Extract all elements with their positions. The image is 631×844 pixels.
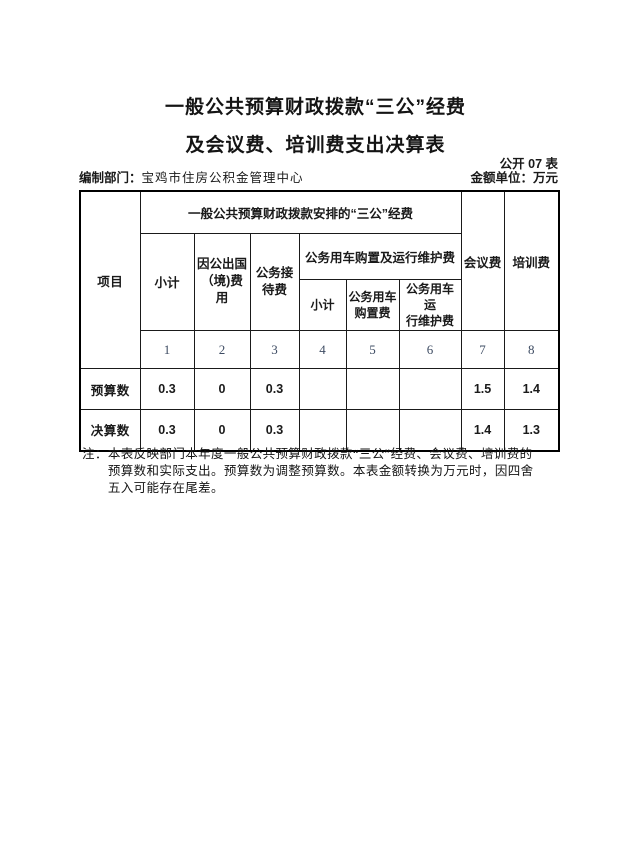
footnote-text: 本表反映部门本年度一般公共预算财政拨款“三公”经费、会议费、培训费的预算数和实际… <box>107 447 534 495</box>
meta-line: 编制部门：宝鸡市住房公积金管理中心 金额单位：万元 <box>79 167 558 186</box>
header-vehicle-subtotal: 小计 <box>298 278 347 332</box>
cell-value: 0.3 <box>249 368 300 411</box>
column-number-row: 1 2 3 4 5 6 7 8 <box>80 330 560 370</box>
col-number: 3 <box>249 330 300 370</box>
col-number: 4 <box>298 330 347 370</box>
row-label-final: 决算数 <box>79 409 141 452</box>
sangong-expense-table: 项目 一般公共预算财政拨款安排的“三公”经费 会议费 培训费 小计 因公出国 （… <box>79 190 561 452</box>
header-item: 项目 <box>79 190 141 370</box>
cell-value: 1.4 <box>503 368 560 411</box>
cell-value: 0.3 <box>139 368 195 411</box>
prepared-by: 编制部门：宝鸡市住房公积金管理中心 <box>79 167 304 186</box>
table-row-final: 决算数 0.3 0 0.3 1.4 1.3 <box>79 409 560 452</box>
header-training-fee: 培训费 <box>503 190 560 332</box>
cell-value: 1.3 <box>503 409 560 452</box>
row-label-budget: 预算数 <box>79 368 141 411</box>
header-subtotal: 小计 <box>139 232 195 332</box>
cell-value <box>298 409 347 452</box>
prepared-by-value: 宝鸡市住房公积金管理中心 <box>141 171 304 185</box>
cell-value: 1.5 <box>460 368 505 411</box>
col-number: 5 <box>345 330 400 370</box>
cell-value: 0 <box>193 368 251 411</box>
col-number: 2 <box>193 330 251 370</box>
table-code-label: 公开 07 表 <box>499 157 558 171</box>
col-number: 6 <box>398 330 462 370</box>
cell-value: 1.4 <box>460 409 505 452</box>
footnote-label: 注： <box>82 447 108 461</box>
cell-value: 0.3 <box>249 409 300 452</box>
cell-value <box>398 368 462 411</box>
col-number: 1 <box>139 330 195 370</box>
prepared-by-label: 编制部门： <box>79 171 142 185</box>
col-number: 8 <box>503 330 560 370</box>
header-reception-fee: 公务接 待费 <box>249 232 300 332</box>
amount-unit-label: 金额单位：万元 <box>470 171 558 185</box>
cell-value: 0 <box>193 409 251 452</box>
table-row-budget: 预算数 0.3 0 0.3 1.5 1.4 <box>79 368 560 411</box>
header-meeting-fee: 会议费 <box>460 190 505 332</box>
page-title-line1: 一般公共预算财政拨款“三公”经费 <box>164 97 466 118</box>
header-vehicle-purchase: 公务用车 购置费 <box>345 278 400 332</box>
cell-value <box>345 409 400 452</box>
page-title-line2: 及会议费、培训费支出决算表 <box>185 135 446 156</box>
header-sangong-group: 一般公共预算财政拨款安排的“三公”经费 <box>139 190 462 234</box>
footnote: 注： 本表反映部门本年度一般公共预算财政拨款“三公”经费、会议费、培训费的预算数… <box>82 446 534 497</box>
col-number: 7 <box>460 330 505 370</box>
cell-value: 0.3 <box>139 409 195 452</box>
header-vehicle-maintenance: 公务用车运 行维护费 <box>398 278 462 332</box>
header-abroad-fee: 因公出国 （境)费用 <box>193 232 251 332</box>
header-vehicle-group: 公务用车购置及运行维护费 <box>298 232 462 280</box>
cell-value <box>345 368 400 411</box>
cell-value <box>298 368 347 411</box>
cell-value <box>398 409 462 452</box>
